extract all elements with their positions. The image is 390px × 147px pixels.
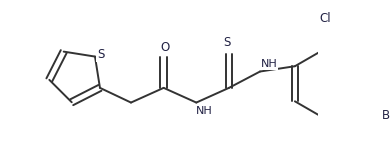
Text: O: O [161, 41, 170, 54]
Text: NH: NH [261, 59, 277, 69]
Text: NH: NH [196, 106, 213, 116]
Text: S: S [223, 36, 231, 49]
Text: Cl: Cl [319, 12, 331, 25]
Text: S: S [97, 48, 105, 61]
Text: Br: Br [382, 109, 390, 122]
